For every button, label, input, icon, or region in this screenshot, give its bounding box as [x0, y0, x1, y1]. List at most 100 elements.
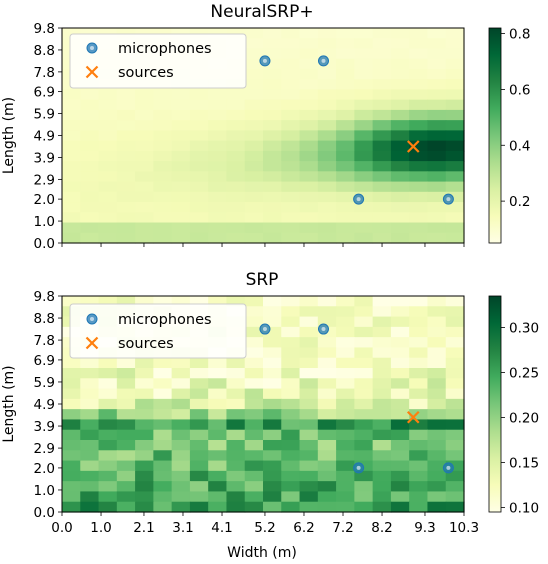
heatmap-cell	[372, 99, 392, 111]
heatmap-cell	[171, 296, 191, 307]
heatmap-cell	[409, 191, 429, 203]
heatmap-cell	[336, 470, 355, 482]
heatmap-cell	[189, 232, 209, 244]
heatmap-cell	[263, 440, 282, 451]
heatmap-cell	[299, 440, 319, 451]
heatmap-cell	[372, 419, 392, 431]
heatmap-cell	[244, 470, 264, 482]
heatmap-cell	[317, 337, 337, 349]
heatmap-cell	[372, 130, 392, 142]
heatmap-cell	[427, 306, 447, 318]
heatmap-cell	[336, 120, 355, 131]
heatmap-cell	[427, 470, 447, 482]
chart-title: NeuralSRP+	[210, 2, 313, 22]
heatmap-cell	[263, 326, 282, 338]
heatmap-cell	[372, 501, 392, 513]
heatmap-cell	[372, 181, 392, 193]
heatmap-cell	[317, 181, 337, 193]
heatmap-cell	[153, 140, 173, 152]
heatmap-cell	[390, 140, 410, 152]
heatmap-cell	[80, 181, 100, 193]
heatmap-cell	[80, 150, 100, 162]
legend-marker-microphones	[86, 42, 98, 54]
y-tick-label: 2.0	[34, 192, 55, 208]
heatmap-cell	[189, 481, 209, 493]
heatmap-cell	[244, 191, 264, 203]
heatmap-cell	[427, 316, 447, 328]
heatmap-cell	[62, 202, 81, 213]
legend-label-sources: sources	[118, 336, 174, 352]
heatmap-cell	[354, 222, 374, 234]
heatmap-cell	[281, 378, 301, 390]
heatmap-cell	[135, 161, 154, 172]
heatmap-cell	[336, 337, 355, 349]
heatmap-cell	[299, 450, 319, 462]
heatmap-cell	[116, 501, 136, 513]
x-axis: 0.0 1.0 2.1 3.1 4.1 5.2 6.2 7.2 8.2 9.3 10.3	[51, 512, 479, 536]
x-axis-label: Width (m)	[227, 545, 297, 561]
heatmap-cell	[336, 429, 355, 441]
heatmap-cell	[299, 306, 319, 318]
heatmap-cell	[80, 232, 100, 244]
heatmap-cell	[80, 501, 100, 513]
heatmap-cell	[336, 347, 355, 359]
heatmap-cell	[281, 109, 301, 121]
heatmap-cell	[263, 378, 282, 390]
legend-marker-sources	[85, 336, 99, 350]
heatmap-cell	[372, 38, 392, 50]
heatmap-cell	[390, 470, 410, 482]
heatmap-cell	[445, 460, 465, 472]
heatmap-cell	[208, 109, 228, 121]
heatmap-cell	[62, 161, 81, 172]
heatmap-cell	[354, 130, 374, 142]
heatmap-cell	[189, 191, 209, 203]
y-tick-label: 4.9	[34, 129, 55, 145]
heatmap-cell	[281, 470, 301, 482]
heatmap-cell	[427, 28, 447, 39]
heatmap-cell	[98, 99, 118, 111]
heatmap-cell	[354, 491, 374, 503]
heatmap-cell	[98, 181, 118, 193]
heatmap-cell	[153, 191, 173, 203]
heatmap-cell	[98, 357, 118, 369]
x-tick-label: 0.0	[51, 520, 72, 536]
heatmap-cell	[153, 357, 173, 369]
heatmap-cell	[445, 316, 465, 328]
heatmap-cell	[244, 140, 264, 152]
heatmap-cell	[299, 48, 319, 60]
heatmap-cell	[153, 440, 173, 451]
heatmap-cell	[445, 296, 465, 307]
heatmap-cell	[80, 429, 100, 441]
heatmap-cell	[189, 491, 209, 503]
heatmap-cell	[208, 222, 228, 234]
heatmap-cell	[80, 212, 100, 224]
heatmap-cell	[427, 440, 447, 451]
heatmap-cell	[409, 120, 429, 131]
heatmap-cell	[336, 171, 355, 183]
heatmap-cell	[226, 89, 246, 101]
heatmap-cell	[445, 38, 465, 50]
colorbar-scale	[488, 295, 502, 513]
y-axis: 0.0 1.0 2.0 2.9 3.9 4.9 5.9 6.9 7.8 8.8 9.8	[34, 21, 62, 252]
heatmap-cell	[445, 347, 465, 359]
heatmap-cell	[135, 440, 154, 451]
heatmap-cell	[299, 232, 319, 244]
heatmap-cell	[135, 491, 154, 503]
heatmap-cell	[299, 181, 319, 193]
heatmap-cell	[317, 202, 337, 213]
heatmap-cell	[80, 191, 100, 203]
y-tick-label: 9.8	[34, 289, 55, 305]
heatmap-cell	[62, 419, 81, 431]
heatmap-cell	[409, 337, 429, 349]
heatmap-cell	[427, 222, 447, 234]
heatmap-cell	[244, 357, 264, 369]
heatmap-cell	[171, 150, 191, 162]
heatmap-cell	[244, 222, 264, 234]
heatmap-cell	[409, 296, 429, 307]
heatmap-cell	[317, 481, 337, 493]
legend: microphones sources	[69, 303, 247, 359]
heatmap-cell	[153, 296, 173, 307]
heatmap-cell	[336, 388, 355, 400]
heatmap-cell	[390, 429, 410, 441]
heatmap-cell	[226, 378, 246, 390]
